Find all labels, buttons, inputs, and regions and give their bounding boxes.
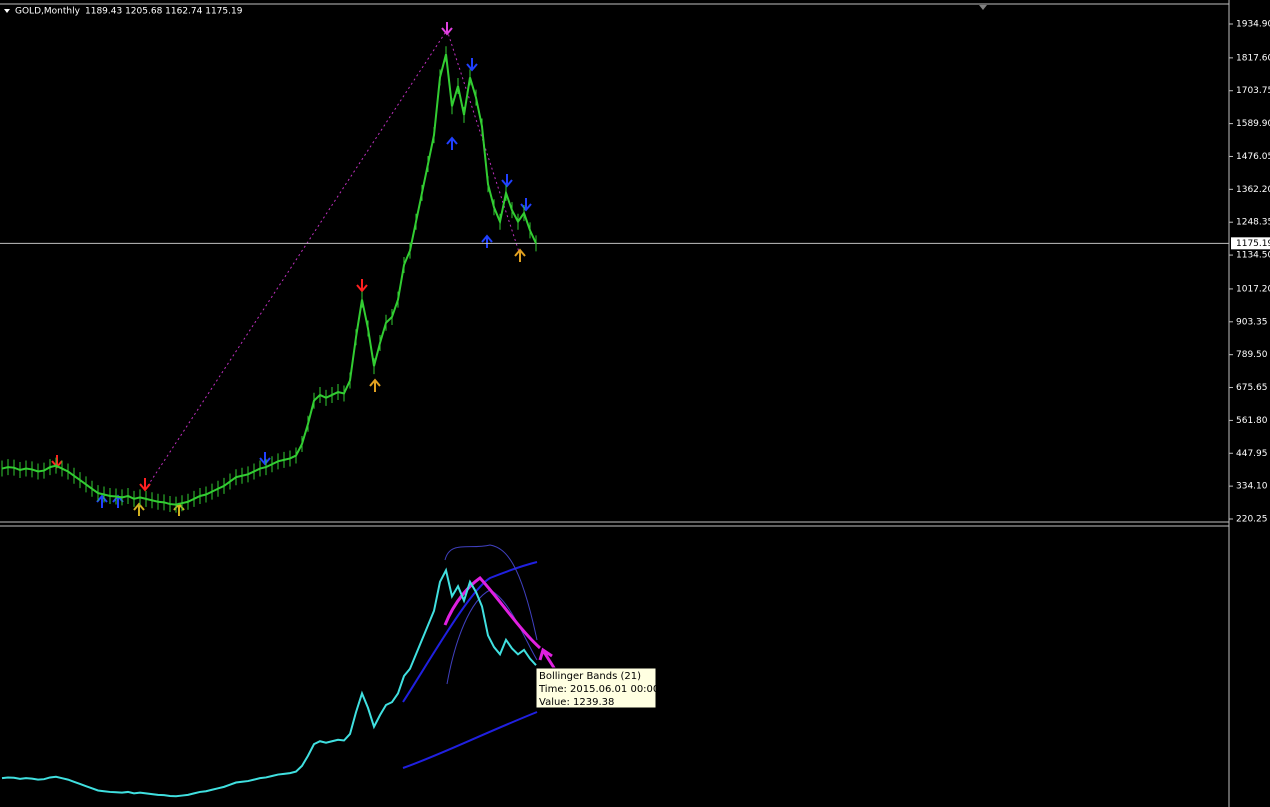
menu-arrow [4,9,10,13]
tooltip-box [535,667,657,709]
arrow-up [133,502,145,516]
y-tick-label: 1589.90 [1236,119,1270,129]
y-tick-label: 675.65 [1236,383,1268,393]
arrow-down [520,198,532,212]
tooltip-value: Value: 1239.38 [539,697,614,708]
y-tick-label: 1934.90 [1236,20,1270,30]
y-tick-label: 1248.35 [1236,218,1270,228]
shift-marker [979,5,987,10]
indicator-line [1,567,537,798]
arrow-up [369,378,381,392]
tooltip-name: Bollinger Bands (21) [539,671,641,682]
arrow-up [481,234,493,248]
arrow-down [356,279,368,293]
current-price-label: 1175.19 [1236,239,1270,249]
band-middle [402,561,538,703]
arrow-down [259,452,271,466]
y-tick-label: 447.95 [1236,449,1268,459]
y-tick-label: 1817.60 [1236,53,1270,63]
y-tick-label: 561.80 [1236,416,1268,426]
arrow-down [466,58,478,72]
y-tick-label: 1017.20 [1236,284,1270,294]
band-upper-thin [444,544,538,641]
arrow-down [441,22,453,36]
y-tick-label: 1476.05 [1236,152,1270,162]
arrow-down [501,174,513,188]
signal-arrows [51,22,532,516]
arrow-up [514,248,526,262]
band-signal [443,576,542,650]
ohlc: 1189.43 1205.68 1162.74 1175.19 [85,7,243,17]
arrow-up [446,136,458,150]
current-price-box [1231,237,1270,250]
arrow-down [139,478,151,492]
symbol: GOLD,Monthly [15,7,81,17]
y-tick-label: 220.25 [1236,515,1268,525]
y-tick-label: 789.50 [1236,350,1268,360]
y-tick-label: 1362.20 [1236,185,1270,195]
price-line [1,54,537,506]
y-tick-label: 334.10 [1236,482,1268,492]
y-tick-label: 1703.75 [1236,86,1270,96]
band-lower [402,711,538,769]
tooltip-time: Time: 2015.06.01 00:00 [538,684,659,695]
arrow-up [96,494,108,508]
y-tick-label: 1134.50 [1236,251,1270,261]
tooltip: Bollinger Bands (21) Time: 2015.06.01 00… [535,667,659,709]
y-tick-label: 903.35 [1236,317,1268,327]
